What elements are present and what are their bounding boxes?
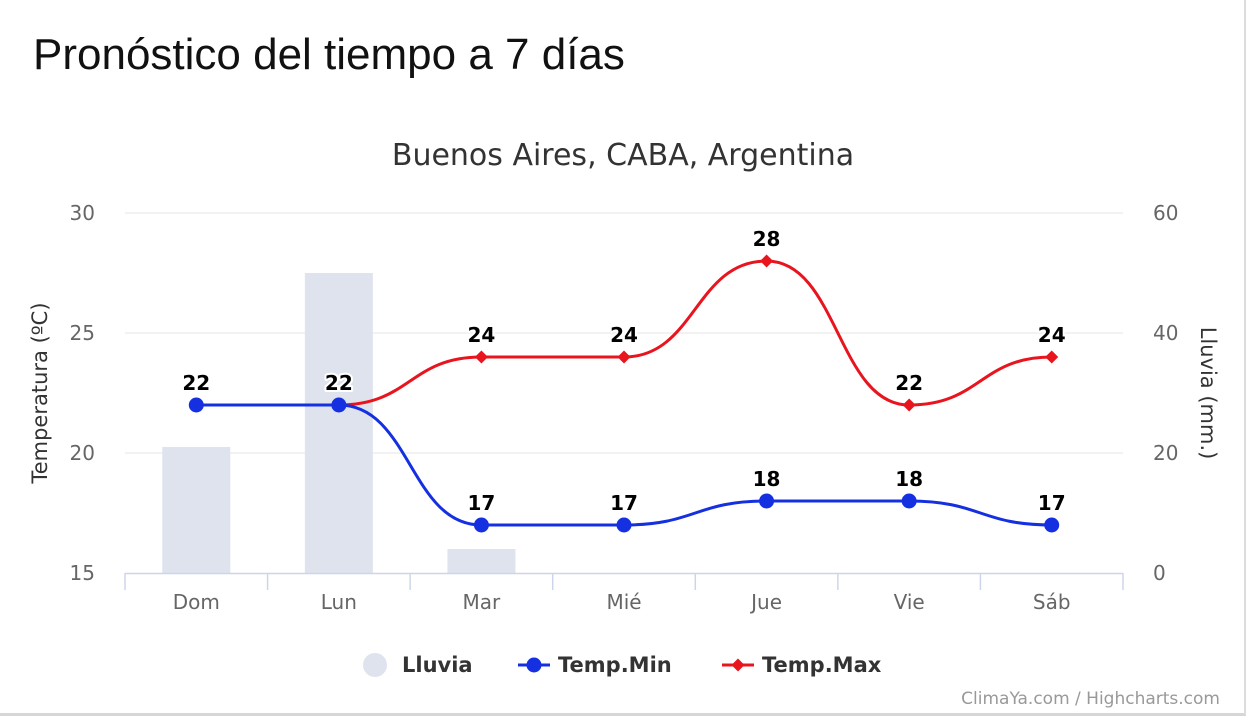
legend-temp-max-marker[interactable] xyxy=(731,658,745,672)
legend-lluvia-label[interactable]: Lluvia xyxy=(402,653,473,677)
temp-max-data-label: 22 xyxy=(895,371,923,395)
temp-min-data-label: 18 xyxy=(895,467,923,491)
legend-temp-min-label[interactable]: Temp.Min xyxy=(558,653,672,677)
legend-temp-max-label[interactable]: Temp.Max xyxy=(762,653,882,677)
temp-max-data-label: 28 xyxy=(753,227,781,251)
temp-min-point xyxy=(759,493,775,509)
x-tick-label: Lun xyxy=(321,590,357,614)
temp-min-data-label: 22 xyxy=(182,371,210,395)
x-tick-label: Jue xyxy=(749,590,782,614)
y-right-tick-label: 40 xyxy=(1153,321,1178,345)
y-left-tick-label: 20 xyxy=(70,441,95,465)
temp-min-point xyxy=(616,517,632,533)
temp-min-point xyxy=(901,493,917,509)
y-left-tick-label: 25 xyxy=(70,321,95,345)
temp-max-data-label: 24 xyxy=(610,323,638,347)
x-tick-label: Sáb xyxy=(1033,590,1071,614)
temp-max-point xyxy=(1045,350,1059,364)
y-right-tick-label: 60 xyxy=(1153,201,1178,225)
chart-title: Buenos Aires, CABA, Argentina xyxy=(392,138,854,173)
y-right-axis-title: Lluvia (mm.) xyxy=(1196,327,1220,460)
y-left-axis-title: Temperatura (ºC) xyxy=(28,302,52,484)
temp-max-data-label: 24 xyxy=(1038,323,1066,347)
rain-bar xyxy=(304,273,373,573)
temp-min-data-label: 17 xyxy=(1038,491,1066,515)
temp-max-data-label: 22 xyxy=(182,371,210,395)
temp-min-point xyxy=(473,517,489,533)
y-right-tick-label: 0 xyxy=(1153,561,1166,585)
x-tick-label: Dom xyxy=(173,590,220,614)
legend-lluvia-symbol[interactable] xyxy=(363,653,387,677)
x-tick-label: Vie xyxy=(894,590,925,614)
temp-min-point xyxy=(331,397,347,413)
temp-max-point xyxy=(902,398,916,412)
temp-min-data-label: 17 xyxy=(610,491,638,515)
temp-min-point xyxy=(1044,517,1060,533)
rain-bar xyxy=(162,447,231,573)
temp-max-point xyxy=(617,350,631,364)
page-title: Pronóstico del tiempo a 7 días xyxy=(33,30,625,79)
credits-link[interactable]: ClimaYa.com / Highcharts.com xyxy=(961,689,1220,709)
x-tick-label: Mar xyxy=(463,590,502,614)
y-right-tick-label: 20 xyxy=(1153,441,1178,465)
rain-bar xyxy=(447,549,516,573)
x-tick-label: Mié xyxy=(606,590,641,614)
temp-max-data-label: 24 xyxy=(468,323,496,347)
legend-temp-min-marker[interactable] xyxy=(526,657,542,673)
y-left-tick-label: 15 xyxy=(70,561,95,585)
temp-max-data-label: 22 xyxy=(325,371,353,395)
temp-min-data-label: 17 xyxy=(468,491,496,515)
temp-max-point xyxy=(474,350,488,364)
temp-min-data-label: 18 xyxy=(753,467,781,491)
temp-min-data-label: 22 xyxy=(325,371,353,395)
temp-min-point xyxy=(188,397,204,413)
temp-max-point xyxy=(760,254,774,268)
y-left-tick-label: 30 xyxy=(70,201,95,225)
